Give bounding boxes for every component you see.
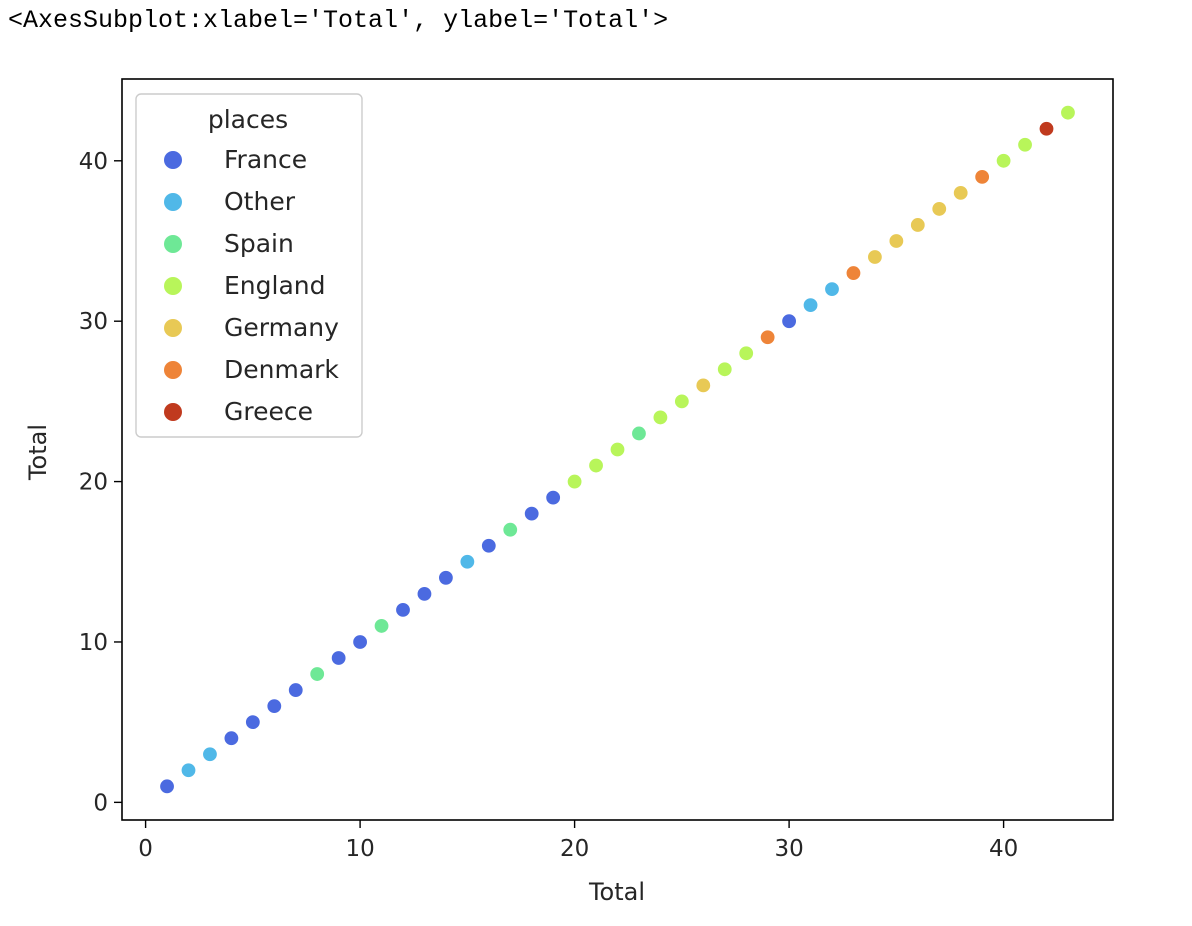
data-point-8 — [309, 665, 326, 683]
data-point-24 — [652, 409, 669, 426]
data-point-21 — [587, 457, 605, 474]
data-point-41 — [1016, 136, 1034, 153]
data-point-25 — [673, 393, 690, 410]
data-point-9 — [330, 649, 347, 667]
data-point-33 — [845, 264, 862, 282]
data-point-1 — [158, 778, 176, 795]
x-axis-label: Total — [588, 878, 645, 906]
data-point-37 — [931, 200, 948, 218]
x-axis-ticks: 0 10 20 30 40 — [138, 820, 1018, 862]
y-tick-label-0: 0 — [93, 790, 108, 816]
x-tick-label-20: 20 — [560, 836, 589, 862]
y-axis-label: Total — [24, 424, 52, 481]
data-point-31 — [802, 297, 819, 314]
data-point-11 — [373, 617, 390, 635]
data-point-35 — [888, 232, 905, 250]
data-point-28 — [738, 345, 755, 362]
y-axis-ticks: 0 10 20 30 40 — [79, 149, 122, 816]
data-point-12 — [394, 601, 412, 618]
data-point-22 — [609, 441, 626, 458]
x-tick-label-30: 30 — [774, 836, 803, 862]
legend-marker-germany — [164, 319, 182, 337]
data-point-43 — [1059, 104, 1077, 121]
legend-marker-other — [164, 193, 182, 211]
legend-title: places — [208, 105, 288, 134]
data-point-30 — [781, 313, 798, 330]
legend: places France Other Spain England Germany Den… — [135, 93, 363, 438]
data-point-23 — [630, 425, 648, 442]
legend-marker-greece — [164, 403, 182, 421]
y-tick-label-20: 20 — [79, 470, 108, 496]
y-tick-label-30: 30 — [79, 309, 108, 335]
legend-label-france: France — [224, 145, 307, 174]
legend-marker-england — [164, 277, 182, 295]
data-point-15 — [459, 553, 476, 570]
legend-box — [135, 93, 363, 438]
axes-frame — [121, 78, 1114, 821]
data-point-20 — [566, 473, 583, 490]
data-point-32 — [823, 281, 841, 298]
y-tick-label-40: 40 — [79, 149, 108, 175]
data-point-3 — [201, 746, 219, 763]
legend-label-denmark: Denmark — [224, 355, 339, 384]
data-point-4 — [223, 730, 240, 747]
data-point-34 — [866, 248, 884, 266]
data-point-7 — [287, 681, 304, 699]
data-point-40 — [995, 152, 1012, 169]
data-point-5 — [244, 714, 261, 731]
legend-marker-france — [164, 151, 182, 169]
data-point-16 — [480, 537, 497, 554]
data-point-29 — [759, 329, 776, 346]
legend-marker-spain — [164, 235, 182, 253]
data-point-17 — [502, 521, 519, 538]
data-point-27 — [716, 361, 733, 378]
data-point-10 — [351, 633, 369, 651]
data-point-13 — [416, 585, 433, 602]
y-tick-label-10: 10 — [79, 630, 108, 656]
legend-label-other: Other — [224, 187, 296, 216]
legend-marker-denmark — [164, 361, 182, 379]
data-point-2 — [180, 762, 197, 779]
data-point-19 — [545, 489, 562, 506]
data-point-39 — [974, 168, 991, 185]
data-points-layer — [158, 104, 1077, 795]
output-repr-text: <AxesSubplot:xlabel='Total', ylabel='Tot… — [8, 6, 669, 35]
data-point-42 — [1038, 120, 1055, 137]
data-point-6 — [266, 698, 283, 715]
legend-label-greece: Greece — [224, 397, 313, 426]
legend-entries: France Other Spain England Germany Denmark Gre… — [164, 145, 339, 426]
x-tick-label-10: 10 — [345, 836, 374, 862]
data-point-18 — [523, 505, 540, 522]
legend-label-spain: Spain — [224, 229, 294, 258]
x-tick-label-40: 40 — [989, 836, 1018, 862]
legend-label-germany: Germany — [224, 313, 339, 342]
data-point-26 — [695, 377, 712, 394]
legend-label-england: England — [224, 271, 326, 300]
data-point-14 — [437, 569, 454, 586]
x-tick-label-0: 0 — [138, 836, 153, 862]
data-point-38 — [952, 184, 969, 201]
data-point-36 — [909, 216, 926, 234]
